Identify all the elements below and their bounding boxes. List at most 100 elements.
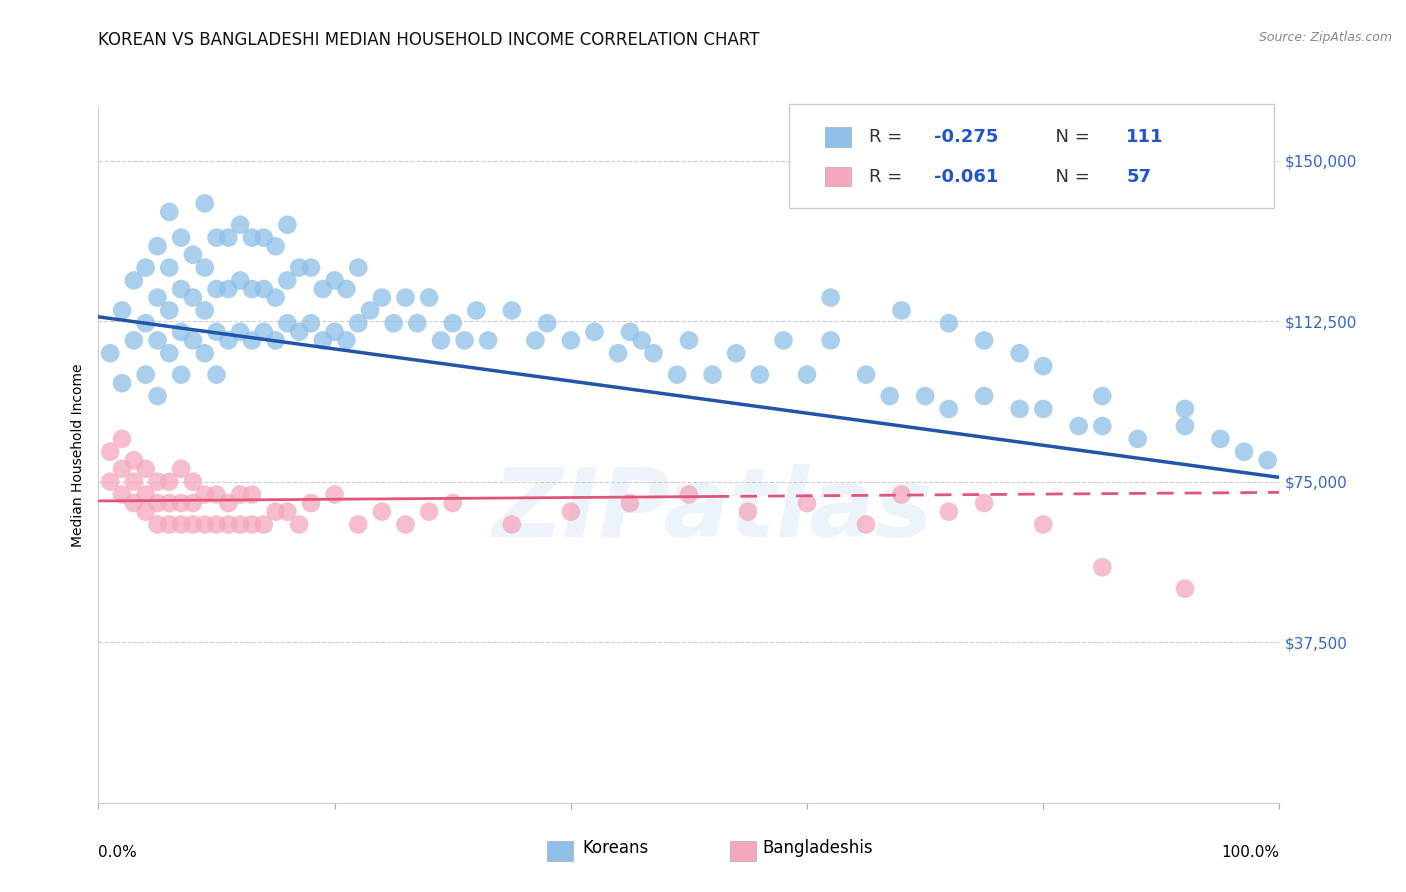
- Point: [146, 334, 169, 348]
- Point: [194, 487, 217, 501]
- Point: [288, 325, 311, 339]
- FancyBboxPatch shape: [789, 103, 1274, 208]
- Point: [536, 316, 558, 330]
- FancyBboxPatch shape: [825, 167, 851, 186]
- Point: [312, 334, 335, 348]
- Point: [702, 368, 724, 382]
- Point: [1174, 582, 1197, 596]
- Point: [477, 334, 499, 348]
- Point: [217, 517, 239, 532]
- Point: [583, 325, 606, 339]
- Point: [323, 273, 346, 287]
- Point: [1008, 346, 1031, 360]
- FancyBboxPatch shape: [730, 841, 756, 861]
- Point: [772, 334, 794, 348]
- Point: [170, 462, 193, 476]
- Point: [524, 334, 547, 348]
- Point: [157, 496, 180, 510]
- Point: [240, 517, 263, 532]
- Point: [441, 316, 464, 330]
- Point: [737, 505, 759, 519]
- Point: [938, 316, 960, 330]
- Point: [855, 368, 877, 382]
- Point: [453, 334, 475, 348]
- Point: [170, 282, 193, 296]
- Point: [465, 303, 488, 318]
- Point: [347, 316, 370, 330]
- Point: [181, 248, 204, 262]
- Point: [170, 496, 193, 510]
- Point: [122, 496, 145, 510]
- Point: [430, 334, 453, 348]
- Point: [820, 334, 842, 348]
- Point: [181, 291, 204, 305]
- Point: [418, 505, 440, 519]
- Point: [890, 487, 912, 501]
- Point: [205, 487, 228, 501]
- Point: [205, 368, 228, 382]
- Point: [938, 401, 960, 416]
- Text: 57: 57: [1126, 168, 1152, 186]
- Point: [240, 282, 263, 296]
- Point: [240, 487, 263, 501]
- Point: [1032, 359, 1054, 373]
- Point: [619, 325, 641, 339]
- Point: [146, 239, 169, 253]
- Point: [170, 230, 193, 244]
- Point: [146, 475, 169, 489]
- Point: [1233, 444, 1256, 458]
- Point: [157, 475, 180, 489]
- Point: [217, 282, 239, 296]
- Point: [194, 303, 217, 318]
- Point: [879, 389, 901, 403]
- Point: [205, 325, 228, 339]
- Point: [725, 346, 748, 360]
- Text: -0.061: -0.061: [934, 168, 998, 186]
- Point: [1257, 453, 1279, 467]
- Point: [135, 316, 157, 330]
- Text: R =: R =: [869, 168, 908, 186]
- Point: [146, 389, 169, 403]
- Point: [288, 517, 311, 532]
- Point: [135, 368, 157, 382]
- Point: [973, 389, 995, 403]
- Point: [418, 291, 440, 305]
- Point: [1067, 419, 1090, 434]
- Point: [122, 453, 145, 467]
- Point: [796, 496, 818, 510]
- Text: -0.275: -0.275: [934, 128, 998, 146]
- Point: [181, 517, 204, 532]
- Point: [194, 517, 217, 532]
- Point: [205, 517, 228, 532]
- Point: [914, 389, 936, 403]
- Point: [240, 334, 263, 348]
- Point: [1032, 517, 1054, 532]
- Point: [820, 291, 842, 305]
- Point: [181, 475, 204, 489]
- Point: [630, 334, 652, 348]
- Text: N =: N =: [1043, 168, 1095, 186]
- Text: 100.0%: 100.0%: [1222, 845, 1279, 860]
- Point: [205, 282, 228, 296]
- Point: [264, 291, 287, 305]
- Point: [299, 316, 322, 330]
- Text: R =: R =: [869, 128, 908, 146]
- Point: [111, 487, 134, 501]
- Point: [135, 260, 157, 275]
- Point: [299, 260, 322, 275]
- Point: [441, 496, 464, 510]
- Point: [406, 316, 429, 330]
- Point: [678, 334, 700, 348]
- Point: [748, 368, 770, 382]
- Point: [229, 273, 252, 287]
- Point: [890, 303, 912, 318]
- Point: [181, 334, 204, 348]
- Point: [111, 303, 134, 318]
- Point: [323, 487, 346, 501]
- Point: [98, 346, 121, 360]
- Point: [973, 496, 995, 510]
- Point: [1126, 432, 1149, 446]
- Point: [217, 334, 239, 348]
- Text: Source: ZipAtlas.com: Source: ZipAtlas.com: [1258, 31, 1392, 45]
- Point: [666, 368, 689, 382]
